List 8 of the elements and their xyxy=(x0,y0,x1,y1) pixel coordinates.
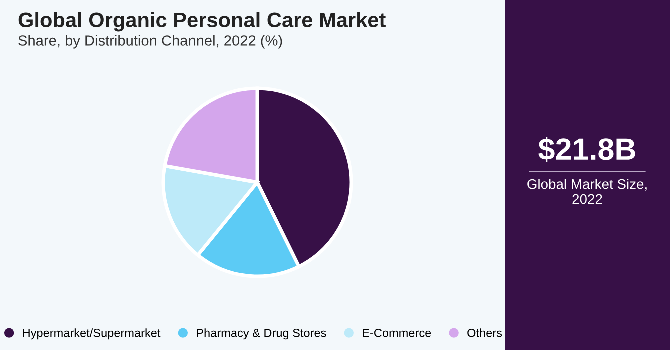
chart-title: Global Organic Personal Care Market xyxy=(18,12,386,32)
text: $21.8B xyxy=(538,137,636,162)
chart-subtitle: Share, by Distribution Channel, 2022 (%) xyxy=(18,35,282,49)
legend-label: Hypermarket/Supermarket xyxy=(23,328,161,340)
legend-label: Pharmacy & Drug Stores xyxy=(197,328,326,340)
legend-label: Others xyxy=(468,328,502,338)
legend-label: E-Commerce xyxy=(363,328,432,338)
text: Global Market Size, 2022 xyxy=(528,179,647,204)
